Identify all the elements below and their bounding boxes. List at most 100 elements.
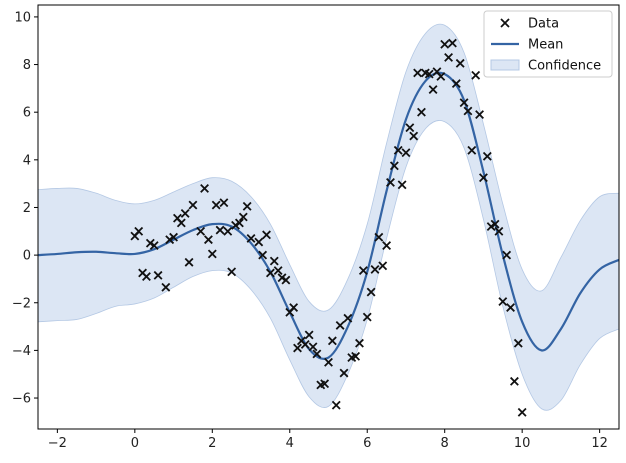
- data-point: [478, 173, 488, 183]
- y-tick-label: −2: [12, 296, 31, 311]
- data-point: [459, 98, 469, 108]
- data-point: [180, 208, 190, 218]
- data-point: [386, 178, 395, 187]
- data-point: [223, 226, 233, 236]
- data-point: [343, 313, 353, 323]
- data-point: [513, 338, 523, 348]
- data-point: [246, 234, 256, 243]
- legend-label-confidence: Confidence: [528, 59, 601, 74]
- data-point: [169, 232, 179, 242]
- data-point: [490, 219, 500, 229]
- y-tick-label: 6: [23, 106, 31, 121]
- data-point: [389, 161, 399, 171]
- data-point: [413, 68, 423, 78]
- data-point: [269, 256, 279, 266]
- data-point: [517, 407, 527, 417]
- data-point: [153, 270, 163, 280]
- y-tick-label: 10: [14, 10, 31, 25]
- data-point: [358, 266, 368, 276]
- data-point: [455, 58, 465, 68]
- data-point: [176, 218, 186, 228]
- x-tick-label: 4: [286, 436, 294, 451]
- data-point: [304, 330, 314, 340]
- data-point: [161, 282, 171, 292]
- legend-marker-confidence: [490, 59, 520, 71]
- data-point: [401, 148, 411, 158]
- data-point: [339, 368, 349, 378]
- data-point: [234, 218, 244, 228]
- data-point: [149, 241, 159, 251]
- data-point: [405, 123, 415, 133]
- data-point: [370, 264, 380, 274]
- data-point: [424, 69, 434, 79]
- data-point: [440, 39, 450, 49]
- data-point: [142, 272, 151, 281]
- data-point: [273, 266, 283, 276]
- data-point: [428, 85, 438, 94]
- data-point: [300, 340, 310, 349]
- x-tick-label: −2: [48, 436, 67, 451]
- x-tick-label: 12: [591, 436, 608, 451]
- data-point: [327, 336, 337, 346]
- legend-label-mean: Mean: [528, 38, 563, 53]
- data-point: [482, 151, 492, 161]
- data-point: [444, 52, 454, 62]
- data-point: [254, 237, 264, 247]
- data-point: [262, 230, 271, 240]
- data-point: [436, 72, 446, 81]
- data-point: [382, 241, 392, 251]
- data-point: [312, 349, 322, 359]
- data-point: [227, 267, 237, 277]
- plot-area-frame: [37, 4, 620, 430]
- data-point: [265, 268, 275, 278]
- mean-layer: [38, 71, 619, 360]
- data-point: [362, 312, 372, 322]
- data-point: [215, 225, 225, 235]
- data-point: [397, 180, 407, 190]
- y-tick-label: 8: [23, 58, 31, 73]
- data-point: [308, 342, 318, 352]
- data-point: [366, 287, 376, 297]
- data-point: [331, 400, 341, 410]
- data-point: [211, 200, 221, 210]
- mean-line: [38, 71, 619, 360]
- data-point: [188, 200, 198, 210]
- x-axis: −2 0 2 4 6 8 10 12: [48, 429, 608, 451]
- data-point: [471, 70, 481, 80]
- data-point: [451, 79, 461, 89]
- x-tick-label: 2: [208, 436, 216, 451]
- y-tick-label: −4: [12, 344, 31, 359]
- y-tick-label: −6: [12, 392, 31, 407]
- y-tick-label: 0: [23, 249, 31, 264]
- data-point: [463, 106, 473, 116]
- data-point: [374, 232, 384, 242]
- data-point: [320, 379, 330, 389]
- data-point: [475, 110, 484, 120]
- data-point: [184, 257, 194, 267]
- data-point: [355, 338, 364, 348]
- x-tick-label: 6: [363, 436, 371, 451]
- data-point: [335, 320, 345, 330]
- data-point: [242, 201, 252, 211]
- data-point: [219, 198, 229, 208]
- data-point: [393, 145, 403, 155]
- data-point: [203, 235, 213, 245]
- data-point: [196, 226, 206, 236]
- data-point: [351, 351, 361, 361]
- data-point: [258, 250, 268, 260]
- y-tick-label: 2: [23, 201, 31, 216]
- data-point: [417, 107, 426, 117]
- data-point: [324, 357, 333, 367]
- data-point: [207, 249, 217, 259]
- data-point: [293, 343, 302, 353]
- data-point: [502, 250, 512, 260]
- data-point: [509, 376, 519, 386]
- data-point: [409, 131, 419, 141]
- legend: Data Mean Confidence: [483, 10, 613, 78]
- data-point: [448, 38, 457, 48]
- data-point: [498, 297, 508, 306]
- y-axis: −6 −4 −2 0 2 4 6 8 10: [12, 10, 38, 407]
- data-point: [281, 275, 291, 285]
- legend-marker-data: [500, 18, 510, 28]
